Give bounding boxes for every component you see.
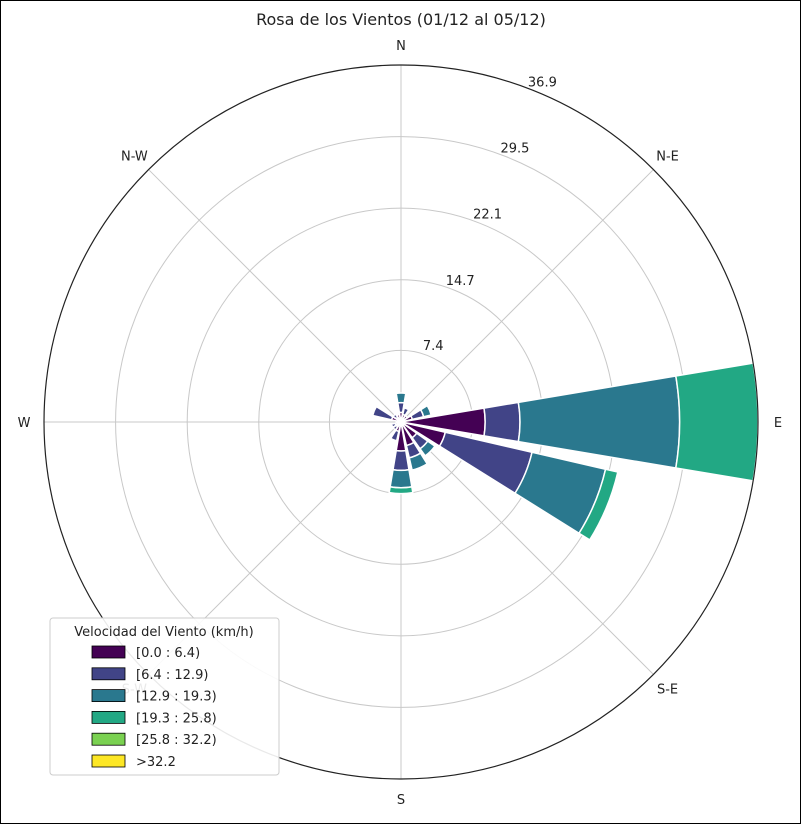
chart-title: Rosa de los Vientos (01/12 al 05/12)	[256, 10, 546, 29]
bar-dir15-bin0	[395, 413, 402, 423]
radial-tick-3: 29.5	[501, 141, 530, 156]
radial-tick-0: 7.4	[423, 339, 444, 354]
direction-label-2: E	[774, 416, 782, 431]
legend-label-4: [25.8 : 32.2)	[136, 733, 217, 748]
bar-dir8-bin3	[388, 486, 414, 495]
wind-bars	[371, 362, 759, 541]
radial-tick-4: 36.9	[528, 75, 557, 90]
direction-label-1: N-E	[656, 149, 679, 164]
direction-label-4: S	[397, 793, 405, 808]
radial-tick-2: 22.1	[473, 208, 502, 223]
bar-dir5-bin3	[578, 468, 619, 541]
legend-swatch-0	[91, 645, 126, 659]
legend-title: Velocidad del Viento (km/h)	[74, 625, 253, 640]
bar-dir4-bin3	[674, 362, 759, 482]
bar-dir1-bin1	[401, 406, 410, 417]
bar-dir13-bin1	[371, 405, 394, 421]
legend-label-3: [19.3 : 25.8)	[136, 711, 217, 726]
direction-label-0: N	[396, 39, 406, 54]
grid-spoke-1	[400, 169, 654, 423]
direction-label-6: W	[18, 416, 31, 431]
grid-spoke-3	[400, 421, 654, 675]
legend-label-1: [6.4 : 12.9)	[136, 668, 208, 683]
grid-spoke-7	[148, 169, 402, 423]
legend: Velocidad del Viento (km/h) [0.0 : 6.4) [6…	[49, 617, 280, 776]
bar-dir8-bin2	[389, 468, 413, 489]
bar-dir4-bin1	[483, 401, 521, 443]
bar-dir3-bin2	[419, 404, 433, 418]
legend-swatch-3	[91, 711, 126, 724]
polar-outer-circle	[43, 64, 759, 780]
bar-dir0-bin2	[395, 392, 407, 404]
legend-label-2: [12.9 : 19.3)	[136, 690, 217, 705]
legend-swatch-2	[91, 689, 126, 702]
bar-dir8-bin1	[392, 449, 410, 472]
bar-dir14-bin1	[392, 413, 399, 420]
legend-swatch-5	[91, 754, 126, 768]
legend-swatch-4	[91, 732, 126, 746]
bar-dir6-bin2	[419, 440, 436, 457]
direction-label-7: N-W	[121, 149, 148, 164]
bar-dir11-bin1	[390, 422, 398, 429]
direction-label-3: S-E	[657, 683, 678, 698]
radial-tick-labels: 7.4 14.7 22.1 29.5 36.9	[423, 75, 557, 354]
bar-dir7-bin2	[408, 452, 429, 471]
radial-tick-1: 14.7	[446, 274, 475, 289]
legend-swatch-1	[91, 667, 126, 681]
legend-label-5: >32.2	[136, 755, 176, 770]
bar-dir9-bin1	[389, 429, 400, 442]
legend-label-0: [0.0 : 6.4)	[136, 646, 200, 661]
